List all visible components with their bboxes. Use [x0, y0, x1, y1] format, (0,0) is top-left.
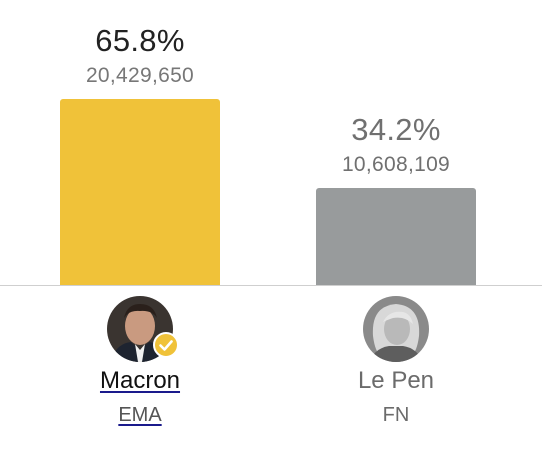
party-label-ema[interactable]: EMA [118, 404, 162, 426]
percent-label-lepen: 34.2% [351, 112, 441, 147]
party-label-fn: FN [382, 404, 410, 426]
avatar-lepen [363, 296, 429, 362]
vote-count-macron: 20,429,650 [85, 64, 195, 87]
bar-macron [60, 99, 220, 285]
candidate-name-lepen: Le Pen [357, 367, 435, 394]
percent-label-macron: 65.8% [95, 23, 185, 58]
candidate-name-macron[interactable]: Macron [99, 367, 181, 394]
winner-check-icon [153, 332, 179, 358]
baseline-axis [0, 285, 542, 286]
avatar-macron[interactable] [107, 296, 179, 362]
candidate-column-lepen: 34.2% 10,608,109 Le Pen FN [316, 0, 476, 452]
candidate-column-macron: 65.8% 20,429,650 Macron E [60, 0, 220, 452]
portrait-lepen-icon [363, 296, 429, 362]
vote-count-lepen: 10,608,109 [341, 153, 451, 176]
bar-lepen [316, 188, 476, 285]
